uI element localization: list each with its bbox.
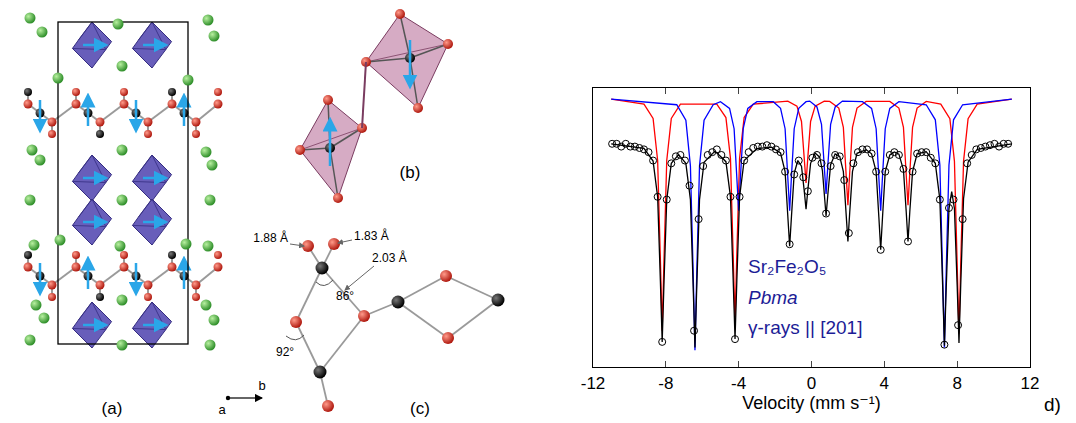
svg-text:86°: 86° bbox=[336, 289, 354, 303]
svg-text:4: 4 bbox=[880, 374, 889, 393]
svg-text:Velocity (mm s⁻¹): Velocity (mm s⁻¹) bbox=[742, 393, 881, 413]
svg-text:Sr₂Fe₂O₅: Sr₂Fe₂O₅ bbox=[748, 256, 826, 277]
svg-text:b: b bbox=[258, 378, 265, 393]
svg-text:-4: -4 bbox=[731, 374, 746, 393]
svg-text:a: a bbox=[218, 402, 226, 417]
svg-text:0: 0 bbox=[807, 374, 816, 393]
svg-text:(a): (a) bbox=[102, 399, 123, 418]
svg-text:1.83 Å: 1.83 Å bbox=[354, 228, 389, 243]
svg-text:2.03 Å: 2.03 Å bbox=[372, 250, 407, 265]
svg-text:-8: -8 bbox=[658, 374, 673, 393]
svg-text:γ-rays || [201]: γ-rays || [201] bbox=[748, 317, 862, 338]
svg-text:1.88 Å: 1.88 Å bbox=[253, 230, 288, 245]
svg-text:-12: -12 bbox=[581, 374, 606, 393]
svg-text:Pbma: Pbma bbox=[748, 287, 798, 308]
html-text:d): d) bbox=[1044, 394, 1061, 415]
svg-text:(c): (c) bbox=[410, 399, 430, 418]
svg-text:(b): (b) bbox=[400, 163, 421, 182]
svg-text:92°: 92° bbox=[276, 345, 294, 359]
svg-text:12: 12 bbox=[1021, 374, 1040, 393]
svg-text:8: 8 bbox=[952, 374, 961, 393]
